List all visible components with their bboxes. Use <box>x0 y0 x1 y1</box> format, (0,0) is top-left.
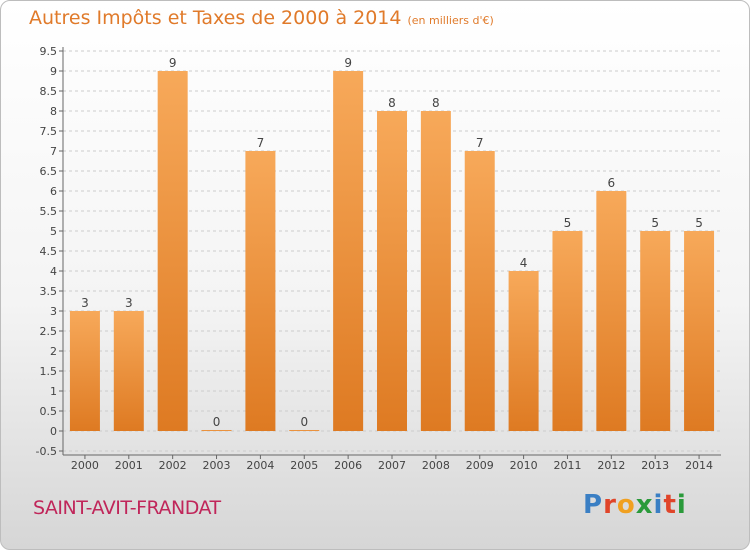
value-label: 7 <box>476 136 484 150</box>
x-tick-label: 2002 <box>159 459 187 472</box>
x-tick-label: 2001 <box>115 459 143 472</box>
y-tick-label: 8 <box>50 105 57 118</box>
x-tick-label: 2009 <box>466 459 494 472</box>
value-label: 5 <box>564 216 572 230</box>
bar <box>157 71 188 431</box>
x-tick-label: 2014 <box>685 459 713 472</box>
logo-letter: t <box>663 490 677 520</box>
y-tick-label: 2.5 <box>40 325 58 338</box>
y-tick-label: 4.5 <box>40 245 58 258</box>
x-tick-label: 2003 <box>203 459 231 472</box>
value-label: 0 <box>213 415 221 429</box>
title-row: Autres Impôts et Taxes de 2000 à 2014 (en… <box>29 7 494 29</box>
bar <box>289 430 320 431</box>
bar <box>640 231 671 431</box>
x-tick-label: 2004 <box>246 459 274 472</box>
y-tick-label: 0.5 <box>40 405 58 418</box>
value-label: 8 <box>432 96 440 110</box>
logo-letter: i <box>653 490 664 520</box>
x-tick-label: 2000 <box>71 459 99 472</box>
logo-letter: x <box>635 490 654 520</box>
value-label: 3 <box>81 296 89 310</box>
value-label: 4 <box>520 256 528 270</box>
value-label: 8 <box>388 96 396 110</box>
y-tick-label: 0 <box>50 425 57 438</box>
bar <box>113 311 144 431</box>
x-tick-label: 2008 <box>422 459 450 472</box>
x-tick-label: 2012 <box>597 459 625 472</box>
y-tick-label: 9.5 <box>40 45 58 58</box>
y-tick-label: 3.5 <box>40 285 58 298</box>
bar <box>420 111 451 431</box>
logo-letter: r <box>603 490 617 520</box>
value-label: 6 <box>608 176 616 190</box>
x-tick-label: 2010 <box>510 459 538 472</box>
value-label: 7 <box>257 136 265 150</box>
y-tick-label: 9 <box>50 65 57 78</box>
y-tick-label: 5.5 <box>40 205 58 218</box>
logo-letter: i <box>676 490 687 520</box>
value-label: 3 <box>125 296 133 310</box>
x-tick-label: 2007 <box>378 459 406 472</box>
y-tick-label: 8.5 <box>40 85 58 98</box>
bar <box>464 151 495 431</box>
bar <box>508 271 539 431</box>
value-label: 0 <box>300 415 308 429</box>
x-tick-label: 2013 <box>641 459 669 472</box>
logo-letter: P <box>583 490 604 520</box>
y-tick-label: 7.5 <box>40 125 58 138</box>
y-tick-label: 2 <box>50 345 57 358</box>
y-tick-label: 7 <box>50 145 57 158</box>
value-label: 9 <box>169 56 177 70</box>
value-label: 5 <box>651 216 659 230</box>
value-label: 9 <box>344 56 352 70</box>
x-tick-label: 2011 <box>553 459 581 472</box>
y-tick-label: -0.5 <box>36 445 57 458</box>
x-tick-label: 2005 <box>290 459 318 472</box>
commune-name: SAINT-AVIT-FRANDAT <box>33 497 221 519</box>
x-tick-label: 2006 <box>334 459 362 472</box>
y-tick-label: 3 <box>50 305 57 318</box>
chart-title: Autres Impôts et Taxes de 2000 à 2014 <box>29 7 402 29</box>
y-tick-label: 6 <box>50 185 57 198</box>
bar <box>684 231 715 431</box>
bar <box>333 71 364 431</box>
bar <box>245 151 276 431</box>
y-tick-label: 4 <box>50 265 57 278</box>
bar <box>596 191 627 431</box>
y-tick-label: 1.5 <box>40 365 58 378</box>
bar <box>69 311 100 431</box>
proxiti-logo: Proxiti <box>583 490 687 520</box>
logo-letter: o <box>616 490 636 520</box>
y-tick-label: 1 <box>50 385 57 398</box>
value-label: 5 <box>695 216 703 230</box>
y-tick-label: 6.5 <box>40 165 58 178</box>
bar <box>377 111 407 431</box>
bar <box>552 231 583 431</box>
bar <box>201 430 232 431</box>
chart-unit: (en milliers d'€) <box>407 14 494 27</box>
y-tick-label: 5 <box>50 225 57 238</box>
